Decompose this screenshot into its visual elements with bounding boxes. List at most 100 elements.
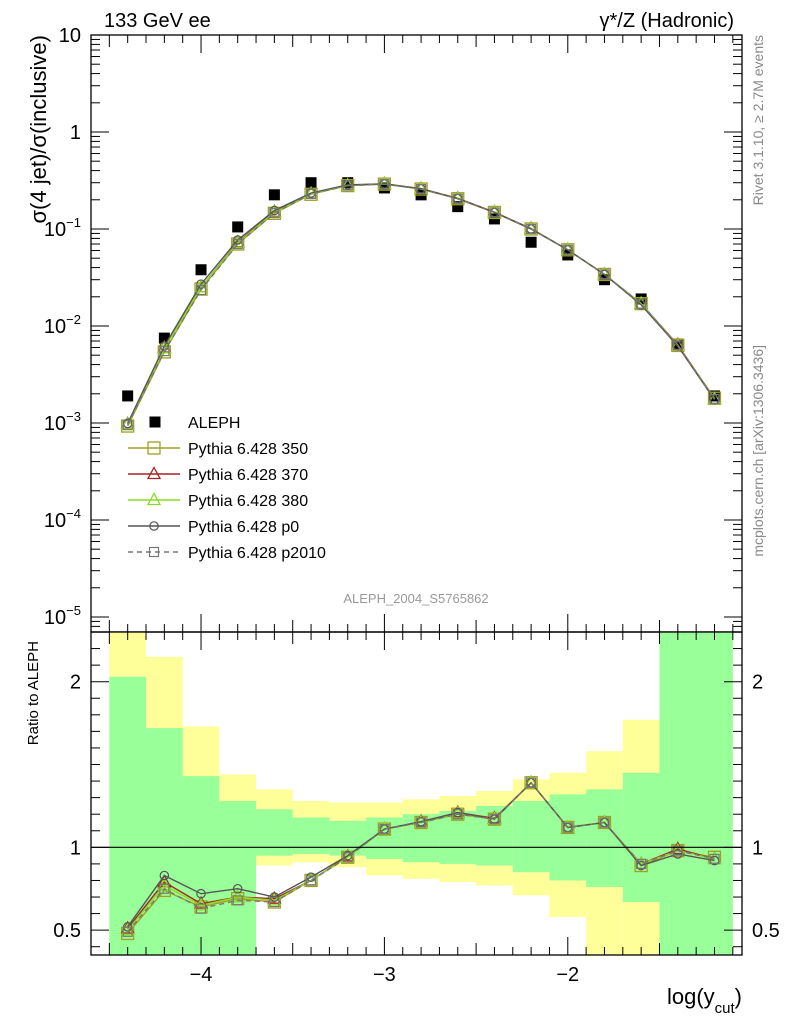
ratio-point-pythia-6-428-p0 [196,888,206,899]
legend-marker-pythia-6-428-350 [147,441,161,455]
ratio-band-green-bin [696,632,733,955]
data-point-aleph [342,177,354,189]
ratio-band-green-bin [512,800,550,873]
ratio-series-layer [120,774,722,941]
ratio-point-pythia-6-428-p2010 [269,896,280,908]
ratio-point-pythia-6-428-p2010 [122,926,133,937]
series-point-pythia-6-428-p2010 [562,244,573,255]
ratio-point-pythia-6-428-380 [450,805,465,819]
tick-label-exponent: −2 [66,312,81,327]
ratio-point-pythia-6-428-p2010 [636,858,647,869]
ratio-point-pythia-6-428-p2010 [379,824,390,835]
main-y-axis-title: σ(4 jet)/σ(inclusive) [26,35,51,224]
ratio-band-green-bin [256,809,293,856]
ratio-line-pythia-6-428-p2010 [127,781,715,933]
legend-label-pythia-6-428-380: Pythia 6.428 380 [188,493,308,510]
ratio-y-tick-label: 2 [70,672,81,694]
ratio-line-pythia-6-428-p0 [127,781,715,928]
data-point-aleph [232,221,244,233]
series-point-pythia-6-428-p2010 [452,193,463,204]
main-y-tick-label: 1 [70,122,81,144]
tick-label-exponent: −5 [66,603,81,618]
main-y-tick-label: 10−5 [44,603,81,629]
series-point-pythia-6-428-p2010 [122,420,133,431]
ratio-point-pythia-6-428-p2010 [415,817,427,828]
x-tick-label: −2 [556,964,579,986]
x-axis-subscript: cut [715,1000,736,1017]
data-point-aleph [452,201,464,213]
ratio-band-green-bin [586,789,623,888]
series-point-pythia-6-428-350 [231,237,245,251]
series-point-pythia-6-428-p0 [196,279,206,289]
legend-marker-pythia-6-428-370 [146,466,162,480]
rivet-version-label: Rivet 3.1.10, ≥ 2.7M events [750,35,766,205]
mcplots-label: mcplots.cern.ch [arXiv:1306.3436] [750,345,766,557]
ratio-y-tick-label-right: 1 [752,837,763,859]
ratio-point-pythia-6-428-p2010 [526,777,537,788]
x-tick-label: −3 [373,964,396,986]
data-point-aleph [268,189,280,201]
tick-label-exponent: −3 [66,409,81,424]
series-line-pythia-6-428-p2010 [127,183,716,426]
legend-marker-pythia-6-428-p0 [149,521,159,531]
tick-label-base: 10 [44,510,66,532]
ratio-point-pythia-6-428-p2010 [452,809,463,820]
series-point-pythia-6-428-p2010 [379,179,390,190]
series-point-pythia-6-428-p2010 [269,207,280,219]
data-point-aleph [525,236,537,248]
series-point-pythia-6-428-p2010 [342,180,353,191]
ratio-band-green-bin [292,817,330,854]
series-point-pythia-6-428-p2010 [709,393,720,405]
ratio-point-pythia-6-428-p2010 [305,875,317,886]
series-point-pythia-6-428-p2010 [232,238,243,250]
x-tick-label: −4 [190,964,213,986]
ratio-point-pythia-6-428-p2010 [489,814,500,825]
legend-label-pythia-6-428-p2010: Pythia 6.428 p2010 [188,545,326,562]
ratio-point-pythia-6-428-p2010 [159,883,170,894]
tick-label-exponent: −4 [66,506,81,521]
legend-marker-aleph [149,416,161,428]
tick-label-base: 10 [44,219,66,241]
series-point-pythia-6-428-p2010 [159,346,170,357]
main-y-tick-label: 10−4 [44,506,81,532]
tick-label-base: 10 [44,316,66,338]
legend-label-pythia-6-428-p0: Pythia 6.428 p0 [188,519,299,536]
ratio-band-green-bin [659,632,697,955]
series-point-pythia-6-428-p2010 [672,340,683,351]
ratio-y-tick-label-right: 2 [752,672,763,694]
main-y-tick-label: 10−3 [44,409,81,435]
series-point-pythia-6-428-p2010 [195,284,207,296]
ratio-point-pythia-6-428-p2010 [195,903,207,914]
ratio-point-pythia-6-428-p0 [159,870,170,881]
header-left-label: 133 GeV ee [104,10,211,32]
ratio-point-pythia-6-428-380 [267,892,282,906]
main-y-tick-label: 10−1 [44,215,81,241]
ratio-point-pythia-6-428-p2010 [232,895,243,906]
ratio-y-axis-title: Ratio to ALEPH [25,641,42,745]
series-point-pythia-6-428-p2010 [526,223,537,235]
ratio-point-pythia-6-428-370 [157,874,172,888]
ratio-point-pythia-6-428-p2010 [342,852,353,863]
tick-label-base: 10 [44,413,66,435]
header-right-label: γ*/Z (Hadronic) [600,10,734,32]
series-point-pythia-6-428-p2010 [489,207,500,218]
series-point-pythia-6-428-350 [121,419,135,433]
ratio-point-pythia-6-428-p0 [232,883,243,894]
ratio-point-pythia-6-428-p2010 [709,853,720,865]
ratio-uncertainty-bands [109,632,733,955]
legend: ALEPH Pythia 6.428 350 Pythia 6.428 370 Pyt… [128,415,326,562]
series-point-pythia-6-428-350 [267,206,282,220]
ratio-point-pythia-6-428-p2010 [599,817,610,828]
data-point-aleph [122,390,134,402]
main-y-tick-label: 10−2 [44,312,81,338]
analysis-watermark: ALEPH_2004_S5765862 [343,591,488,606]
ratio-band-green-bin [146,728,183,955]
data-point-aleph [158,332,170,344]
series-point-pythia-6-428-p2010 [599,269,610,280]
legend-marker-pythia-6-428-p2010 [148,546,160,558]
ratio-y-tick-label: 1 [70,837,81,859]
ratio-point-pythia-6-428-370 [193,895,209,909]
